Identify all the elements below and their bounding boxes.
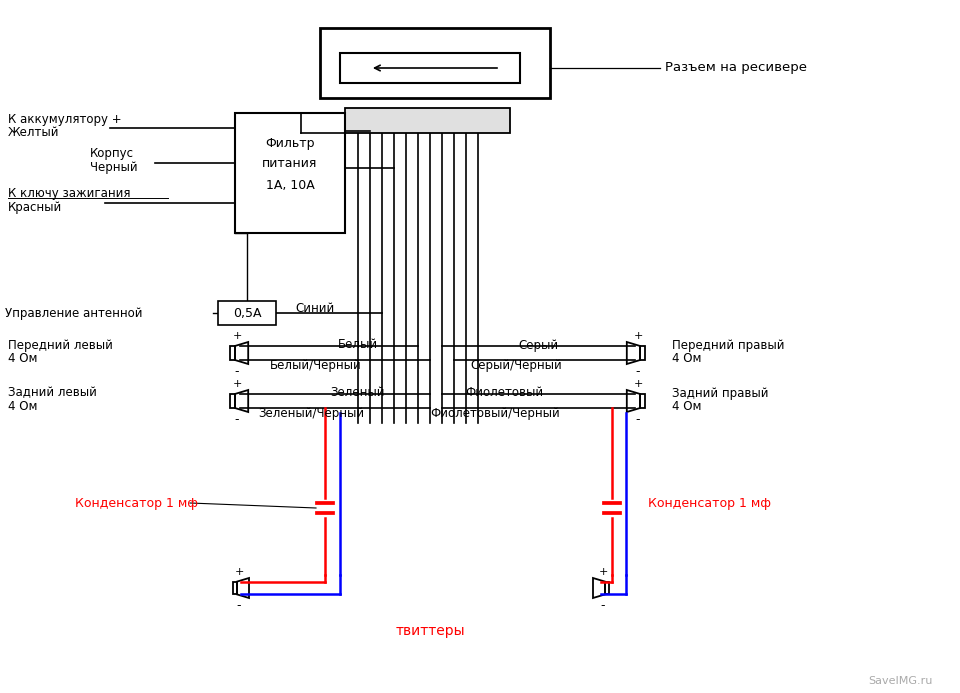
Text: +: + <box>232 331 242 341</box>
Text: +: + <box>634 331 642 341</box>
Text: Белый: Белый <box>338 338 378 351</box>
Text: Конденсатор 1 мф: Конденсатор 1 мф <box>75 496 198 509</box>
Text: 4 Ом: 4 Ом <box>8 399 37 412</box>
Text: Задний левый: Задний левый <box>8 387 97 399</box>
Text: К ключу зажигания: К ключу зажигания <box>8 188 131 200</box>
Text: +: + <box>232 379 242 389</box>
Bar <box>340 53 520 83</box>
Text: питания: питания <box>262 157 318 170</box>
Text: К аккумулятору +: К аккумулятору + <box>8 112 122 125</box>
Text: 1А, 10А: 1А, 10А <box>266 179 314 191</box>
Text: +: + <box>234 567 244 577</box>
Text: Фиолетовый/Черный: Фиолетовый/Черный <box>430 407 560 421</box>
Text: 4 Ом: 4 Ом <box>8 351 37 365</box>
Text: Серый: Серый <box>518 338 558 351</box>
Bar <box>218 301 276 325</box>
Bar <box>235 113 345 233</box>
Text: Серый/Черный: Серый/Черный <box>470 360 562 373</box>
Text: Белый/Черный: Белый/Черный <box>270 360 362 373</box>
Text: 4 Ом: 4 Ом <box>672 399 702 412</box>
Text: Зеленый: Зеленый <box>330 387 385 399</box>
Text: -: - <box>601 599 605 613</box>
Text: +: + <box>634 379 642 389</box>
Text: Фильтр: Фильтр <box>265 137 315 150</box>
Text: Корпус: Корпус <box>90 148 134 161</box>
Text: Фиолетовый: Фиолетовый <box>465 387 543 399</box>
Bar <box>320 28 550 98</box>
Text: Синий: Синий <box>295 301 334 315</box>
Text: Разъем на ресивере: Разъем на ресивере <box>665 62 807 75</box>
Text: SaveIMG.ru: SaveIMG.ru <box>868 676 932 686</box>
Text: -: - <box>235 365 239 378</box>
Text: -: - <box>235 413 239 426</box>
Text: Желтый: Желтый <box>8 125 60 139</box>
Text: 4 Ом: 4 Ом <box>672 351 702 365</box>
Text: -: - <box>636 413 640 426</box>
Text: +: + <box>598 567 608 577</box>
Text: Передний правый: Передний правый <box>672 338 784 351</box>
Text: Конденсатор 1 мф: Конденсатор 1 мф <box>648 496 771 509</box>
Text: -: - <box>237 599 241 613</box>
Text: Красный: Красный <box>8 200 62 213</box>
Text: Зеленый/Черный: Зеленый/Черный <box>258 407 364 421</box>
Text: Управление антенной: Управление антенной <box>5 306 142 319</box>
Text: -: - <box>636 365 640 378</box>
Text: Передний левый: Передний левый <box>8 338 113 351</box>
Text: твиттеры: твиттеры <box>396 624 465 638</box>
Text: Задний правый: Задний правый <box>672 387 769 399</box>
Text: 0,5А: 0,5А <box>232 306 261 319</box>
Text: Черный: Черный <box>90 161 137 173</box>
Bar <box>345 108 510 133</box>
